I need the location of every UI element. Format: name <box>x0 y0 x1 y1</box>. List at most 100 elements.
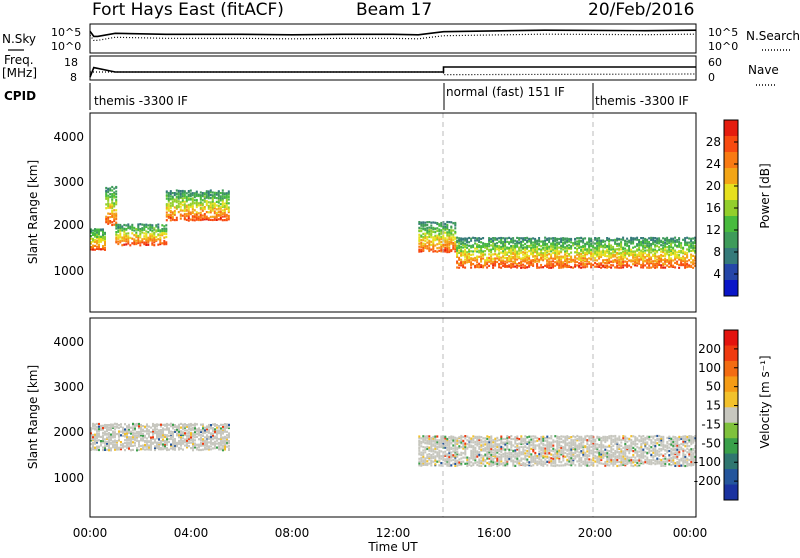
power-dots-cell <box>222 219 224 221</box>
vel-dots-cell <box>552 439 554 441</box>
vel-dots-cell <box>112 424 114 426</box>
power-dots-cell <box>117 243 119 245</box>
power-dots-cell <box>478 263 480 265</box>
power-dots-cell <box>157 244 159 246</box>
power-dots-cell <box>119 229 121 231</box>
vel-dots-cell <box>520 451 522 453</box>
vel-dots-cell <box>612 435 614 437</box>
vel-dots-cell <box>536 463 538 465</box>
power-dots-cell <box>157 230 159 232</box>
vel-dots-cell <box>556 442 558 444</box>
power-dots-cell <box>115 224 117 226</box>
power-dots-cell <box>532 242 534 244</box>
vel-dots-cell <box>102 425 104 427</box>
power-dots-cell <box>666 239 668 241</box>
power-dots-cell <box>568 261 570 263</box>
power-dots-cell <box>522 254 524 256</box>
power-dots-cell <box>139 244 141 246</box>
power-dots-cell <box>576 254 578 256</box>
vel-dots-cell <box>524 465 526 467</box>
vel-dots-cell <box>550 442 552 444</box>
vel-dots-cell <box>548 441 550 443</box>
power-dots-cell <box>218 195 220 197</box>
vel-dots-cell <box>474 443 476 445</box>
power-dots-cell <box>550 243 552 245</box>
vel-dots-cell <box>108 432 110 434</box>
power-dots-cell <box>468 253 470 255</box>
vel-dots-cell <box>636 443 638 445</box>
vel-dots-cell <box>562 455 564 457</box>
power-dots-cell <box>472 237 474 239</box>
vel-dots-cell <box>466 457 468 459</box>
power-dots-cell <box>194 209 196 211</box>
vel-dots-cell <box>492 439 494 441</box>
vel-dots-cell <box>596 436 598 438</box>
power-dots-cell <box>222 195 224 197</box>
power-dots-cell <box>176 189 178 191</box>
power-dots-cell <box>466 254 468 256</box>
power-dots-cell <box>540 249 542 251</box>
vel-dots-cell <box>162 446 164 448</box>
vel-dots-cell <box>618 453 620 455</box>
vel-dots-cell <box>494 441 496 443</box>
power-dots-cell <box>670 254 672 256</box>
vel-dots-cell <box>194 434 196 436</box>
power-dots-cell <box>188 208 190 210</box>
power-dots-cell <box>652 260 654 262</box>
power-dots-cell <box>590 263 592 265</box>
power-dots-cell <box>610 245 612 247</box>
vel-dots-cell <box>168 435 170 437</box>
power-dots-cell <box>460 259 462 261</box>
vel-dots-cell <box>610 450 612 452</box>
vel-dots-cell <box>184 432 186 434</box>
power-dots-cell <box>534 255 536 257</box>
power-dots-cell <box>166 214 168 216</box>
vel-dots-cell <box>472 462 474 464</box>
vel-dots-cell <box>110 442 112 444</box>
power-dots-cell <box>502 241 504 243</box>
power-dots-cell <box>200 191 202 193</box>
power-dots-cell <box>113 195 115 197</box>
vel-dots-cell <box>566 459 568 461</box>
power-dots-cell <box>468 249 470 251</box>
vel-dots-cell <box>194 436 196 438</box>
power-dots-cell <box>514 240 516 242</box>
vel-dots-cell <box>508 451 510 453</box>
power-dots-cell <box>532 237 534 239</box>
power-dots-cell <box>166 203 168 205</box>
vel-dots-cell <box>490 458 492 460</box>
power-dots-cell <box>574 247 576 249</box>
power-dots-cell <box>616 257 618 259</box>
power-dots-cell <box>590 238 592 240</box>
vel-dots-cell <box>518 454 520 456</box>
vel-dots-cell <box>94 447 96 449</box>
power-dots-cell <box>642 248 644 250</box>
vel-dots-cell <box>508 443 510 445</box>
power-dots-cell <box>600 243 602 245</box>
power-dots-cell <box>562 237 564 239</box>
vel-dots-cell <box>174 424 176 426</box>
vel-dots-cell <box>610 454 612 456</box>
vel-dots-cell <box>502 447 504 449</box>
vel-dots-cell <box>128 431 130 433</box>
vel-dots-cell <box>434 463 436 465</box>
power-dots-cell <box>486 248 488 250</box>
power-dots-cell <box>430 241 432 243</box>
power-dots-cell <box>556 250 558 252</box>
vel-dots-cell <box>588 447 590 449</box>
power-dots-cell <box>632 247 634 249</box>
power-dots-cell <box>690 245 692 247</box>
power-dots-cell <box>658 240 660 242</box>
station-title: Fort Hays East (fitACF) <box>92 0 284 20</box>
power-dots-cell <box>618 243 620 245</box>
vel-dots-cell <box>96 428 98 430</box>
vel-dots-cell <box>490 440 492 442</box>
power-dots-cell <box>460 248 462 250</box>
vel-dots-cell <box>432 440 434 442</box>
vel-dots-cell <box>574 448 576 450</box>
vel-dots-cell <box>556 436 558 438</box>
power-dots-cell <box>652 266 654 268</box>
vel-dots-cell <box>536 457 538 459</box>
power-dots-cell <box>151 242 153 244</box>
vel-dots-cell <box>490 460 492 462</box>
